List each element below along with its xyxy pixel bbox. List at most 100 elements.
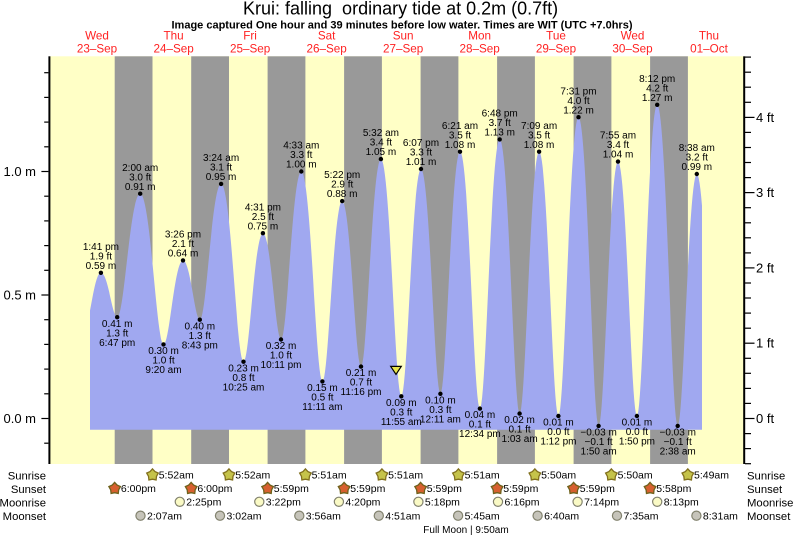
svg-text:2 ft: 2 ft (756, 260, 774, 275)
svg-text:2:00 am: 2:00 am (122, 163, 158, 174)
svg-text:3.3 ft: 3.3 ft (410, 148, 432, 159)
svg-text:Moonset: Moonset (3, 511, 47, 523)
svg-text:30–Sep: 30–Sep (612, 43, 653, 56)
svg-text:3:26 pm: 3:26 pm (165, 230, 201, 241)
svg-text:Moonrise: Moonrise (747, 497, 793, 509)
svg-text:1:03 am: 1:03 am (502, 434, 538, 445)
svg-text:8:31am: 8:31am (703, 510, 738, 522)
svg-text:7:35am: 7:35am (624, 510, 659, 522)
svg-text:6:48 pm: 6:48 pm (482, 109, 518, 120)
svg-text:0.3 ft: 0.3 ft (429, 405, 451, 416)
svg-text:1.9 ft: 1.9 ft (90, 251, 112, 262)
svg-text:Moonset: Moonset (747, 511, 791, 523)
svg-text:3.0 ft: 3.0 ft (129, 172, 151, 183)
svg-text:0.04 m: 0.04 m (465, 410, 496, 421)
svg-text:0.75 m: 0.75 m (248, 221, 279, 232)
svg-text:1.08 m: 1.08 m (524, 140, 555, 151)
svg-text:0.3 ft: 0.3 ft (390, 407, 412, 418)
svg-text:Tue: Tue (546, 30, 566, 43)
svg-text:5:18pm: 5:18pm (425, 497, 460, 509)
svg-text:8:43 pm: 8:43 pm (182, 340, 218, 351)
svg-text:0.8 ft: 0.8 ft (232, 373, 254, 384)
svg-text:0.23 m: 0.23 m (228, 363, 259, 374)
svg-text:0.30 m: 0.30 m (148, 346, 179, 357)
svg-text:5:59pm: 5:59pm (503, 483, 538, 495)
svg-text:1.0 ft: 1.0 ft (270, 351, 292, 362)
svg-text:1.04 m: 1.04 m (603, 150, 634, 161)
svg-text:4:20pm: 4:20pm (345, 497, 380, 509)
svg-text:0.21 m: 0.21 m (346, 368, 377, 379)
svg-text:1.00 m: 1.00 m (286, 160, 317, 171)
svg-text:2:38 am: 2:38 am (660, 447, 696, 458)
svg-text:10:11 pm: 10:11 pm (261, 360, 302, 371)
svg-text:1 ft: 1 ft (756, 336, 774, 351)
svg-text:2:07am: 2:07am (147, 510, 182, 522)
svg-text:12:11 am: 12:11 am (420, 414, 461, 425)
svg-text:0.10 m: 0.10 m (425, 395, 456, 406)
svg-text:5:49am: 5:49am (694, 470, 729, 482)
svg-text:28–Sep: 28–Sep (459, 43, 500, 56)
svg-text:5:59pm: 5:59pm (274, 483, 309, 495)
svg-text:27–Sep: 27–Sep (383, 43, 424, 56)
svg-text:0.02 m: 0.02 m (504, 415, 535, 426)
svg-text:8:12 pm: 8:12 pm (639, 74, 675, 85)
svg-text:Moonrise: Moonrise (0, 497, 46, 509)
svg-text:5:51am: 5:51am (312, 470, 347, 482)
svg-text:1:12 pm: 1:12 pm (540, 437, 576, 448)
svg-text:5:58pm: 5:58pm (656, 483, 691, 495)
svg-text:5:51am: 5:51am (465, 470, 500, 482)
svg-text:Mon: Mon (468, 30, 491, 43)
svg-text:6:00pm: 6:00pm (121, 483, 156, 495)
svg-text:4.2 ft: 4.2 ft (646, 83, 668, 94)
svg-text:5:59pm: 5:59pm (350, 483, 385, 495)
svg-text:11:11 am: 11:11 am (302, 402, 342, 413)
svg-text:6:07 pm: 6:07 pm (403, 138, 439, 149)
svg-text:5:52am: 5:52am (235, 470, 270, 482)
svg-text:3.3 ft: 3.3 ft (290, 150, 312, 161)
svg-text:0.64 m: 0.64 m (168, 249, 199, 260)
svg-text:0.01 m: 0.01 m (543, 418, 574, 429)
svg-text:9:20 am: 9:20 am (145, 365, 181, 376)
svg-text:Thu: Thu (164, 30, 184, 43)
svg-text:1.13 m: 1.13 m (484, 128, 515, 139)
svg-text:1.05 m: 1.05 m (366, 147, 397, 158)
svg-text:11:55 am: 11:55 am (381, 417, 422, 428)
svg-text:0.0 ft: 0.0 ft (626, 427, 648, 438)
svg-text:0.5 m: 0.5 m (3, 288, 36, 303)
svg-text:3:02am: 3:02am (227, 510, 262, 522)
svg-text:1.27 m: 1.27 m (642, 93, 673, 104)
svg-text:Sunset: Sunset (11, 484, 47, 496)
svg-text:0.59 m: 0.59 m (86, 261, 117, 272)
svg-text:Fri: Fri (243, 30, 257, 43)
svg-text:Sun: Sun (393, 30, 414, 43)
svg-text:5:22 pm: 5:22 pm (324, 170, 360, 181)
svg-text:1.3 ft: 1.3 ft (106, 328, 128, 339)
svg-text:Krui: falling ordinary tide a: Krui: falling ordinary tide at 0.2m (0.7… (243, 0, 558, 19)
svg-text:3.5 ft: 3.5 ft (449, 130, 471, 141)
svg-text:3 ft: 3 ft (756, 185, 774, 200)
svg-text:6:47 pm: 6:47 pm (99, 338, 135, 349)
svg-text:4.0 ft: 4.0 ft (567, 96, 589, 107)
svg-text:Image captured One hour and 39: Image captured One hour and 39 minutes b… (172, 20, 633, 32)
svg-text:Sat: Sat (318, 30, 336, 43)
svg-text:0 ft: 0 ft (756, 411, 774, 426)
svg-text:5:32 am: 5:32 am (363, 128, 399, 139)
svg-text:0.40 m: 0.40 m (185, 321, 216, 332)
svg-text:24–Sep: 24–Sep (153, 43, 194, 56)
svg-text:10:25 am: 10:25 am (223, 382, 265, 393)
svg-text:3.7 ft: 3.7 ft (489, 118, 511, 129)
svg-text:1:41 pm: 1:41 pm (83, 242, 119, 253)
svg-text:3:24 am: 3:24 am (203, 153, 239, 164)
svg-text:5:50am: 5:50am (618, 470, 653, 482)
svg-text:Wed: Wed (621, 30, 645, 43)
svg-text:0.0 ft: 0.0 ft (547, 427, 569, 438)
svg-text:2.9 ft: 2.9 ft (331, 180, 353, 191)
svg-text:4:33 am: 4:33 am (283, 141, 319, 152)
svg-text:0.88 m: 0.88 m (327, 189, 358, 200)
svg-text:7:14pm: 7:14pm (584, 497, 619, 509)
svg-text:2.1 ft: 2.1 ft (172, 239, 194, 250)
svg-text:6:00pm: 6:00pm (197, 483, 232, 495)
svg-text:−0.03 m: −0.03 m (580, 428, 616, 439)
svg-text:Sunset: Sunset (747, 484, 783, 496)
svg-text:−0.03 m: −0.03 m (659, 428, 695, 439)
